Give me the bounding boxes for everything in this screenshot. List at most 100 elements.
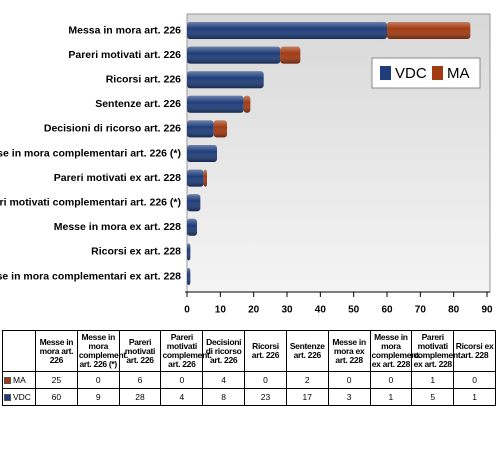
row-header: MA — [2, 371, 36, 389]
category-label: Decisioni di ricorso art. 226 — [44, 123, 181, 135]
corner-cell — [2, 330, 36, 372]
table-cell: 1 — [453, 388, 496, 406]
table-cell: 4 — [202, 371, 246, 389]
table-cell: 2 — [285, 371, 329, 389]
bar-shade — [187, 169, 204, 187]
x-tick-label: 80 — [448, 305, 460, 316]
row-name: MA — [13, 374, 26, 385]
column-header: Messe in mora art. 226 — [35, 330, 78, 372]
bar-shade — [280, 46, 301, 64]
category-label: Messe in mora complementari ex art. 228 — [0, 270, 181, 282]
category-label: Sentenze art. 226 — [95, 98, 181, 110]
column-header: Messe in mora complement. ex art. 228 — [369, 330, 421, 372]
bar-shade — [187, 120, 214, 138]
legend-box — [371, 57, 481, 89]
bar-shade — [187, 218, 197, 236]
table-cell: 9 — [76, 388, 120, 406]
table-cell: 0 — [160, 371, 204, 389]
column-header: Messe in mora complement. art. 226 (*) — [76, 330, 128, 372]
data-table: Messe in mora art. 226 Messe in mora comp… — [2, 330, 496, 406]
bar-segment — [187, 120, 214, 138]
bar-segment — [187, 46, 281, 64]
table-cell: 3 — [327, 388, 371, 406]
column-header: Sentenze art. 226 — [285, 330, 329, 372]
chart: 0 10 20 30 40 50 60 70 80 90 Messa in mora art. 22… — [0, 13, 493, 316]
table-cell: 28 — [118, 388, 162, 406]
bar-shade — [187, 95, 244, 113]
row-name: VDC — [13, 391, 31, 402]
x-tick-label: 70 — [415, 305, 427, 316]
category-label: Pareri motivati art. 226 — [68, 49, 181, 61]
category-label: Messe in mora complementari art. 226 (*) — [0, 147, 181, 159]
table-cell: 0 — [369, 371, 413, 389]
table-cell: 0 — [244, 371, 287, 389]
bar-segment — [187, 268, 191, 285]
column-header: Pareri motivati complement. art. 226 — [160, 330, 212, 372]
bar-segment — [387, 22, 471, 39]
bar-shade — [187, 243, 191, 261]
legend-swatch — [380, 66, 391, 80]
bar-segment — [203, 169, 207, 187]
table-cell: 0 — [76, 371, 120, 389]
header-row: Messe in mora art. 226 Messe in mora comp… — [2, 330, 496, 372]
x-tick-label: 60 — [381, 305, 393, 316]
bar-segment — [213, 120, 227, 138]
bar-shade — [213, 120, 227, 138]
column-header: Ricorsi ex art. 228 — [453, 330, 496, 372]
column-header: Pareri motivati complement. ex art. 228 — [411, 330, 463, 372]
table-cell: 60 — [35, 388, 78, 406]
legend-label: MA — [447, 65, 470, 82]
x-tick-label: 20 — [248, 305, 260, 316]
x-tick-label: 10 — [215, 305, 227, 316]
row-swatch — [4, 393, 11, 401]
category-label: Ricorsi art. 226 — [106, 73, 181, 85]
x-tick-label: 40 — [315, 305, 327, 316]
table-cell: 6 — [118, 371, 162, 389]
category-label: Messa in mora art. 226 — [68, 24, 181, 36]
bar-segment — [187, 169, 204, 187]
bar-segment — [187, 243, 191, 261]
x-tick-label: 0 — [184, 305, 190, 316]
category-label: Pareri motivati ex art. 228 — [54, 172, 181, 184]
x-tick-label: 30 — [281, 305, 293, 316]
bar-segment — [280, 46, 301, 64]
bar-segment — [187, 218, 197, 236]
bar-shade — [187, 194, 201, 212]
bar-shade — [187, 268, 191, 285]
bar-shade — [187, 46, 281, 64]
table-cell: 8 — [202, 388, 246, 406]
table-cell: 23 — [244, 388, 287, 406]
bar-segment — [187, 22, 387, 39]
table-row: MA 25 0 6 0 4 0 2 0 0 1 0 — [2, 371, 496, 389]
bar-shade — [187, 22, 387, 39]
column-header: Ricorsi art. 226 — [244, 330, 287, 372]
bar-segment — [187, 71, 264, 89]
bar-segment — [187, 95, 244, 113]
row-header: VDC — [2, 388, 36, 406]
table-cell: 25 — [35, 371, 78, 389]
table-cell: 1 — [411, 371, 455, 389]
table-cell: 17 — [285, 388, 329, 406]
category-label: Messe in mora ex art. 228 — [54, 221, 181, 233]
table-cell: 1 — [369, 388, 413, 406]
legend: VDC MA — [371, 57, 481, 89]
table-row: VDC 60 9 28 4 8 23 17 3 1 5 1 — [2, 388, 496, 406]
table-cell: 0 — [453, 371, 496, 389]
x-tick-label: 90 — [481, 305, 493, 316]
column-header: Messe in mora ex art. 228 — [327, 330, 371, 372]
bar-shade — [243, 95, 251, 113]
bar-shade — [387, 22, 471, 39]
table-cell: 0 — [327, 371, 371, 389]
column-header: Pareri motivati art. 226 — [118, 330, 162, 372]
x-tick-label: 50 — [348, 305, 360, 316]
bar-segment — [187, 145, 217, 162]
bar-shade — [187, 145, 217, 162]
table-cell: 5 — [411, 388, 455, 406]
category-label: Pareri motivati complementari art. 226 (… — [0, 196, 181, 208]
column-header: Decisioni di ricorso art. 226 — [202, 330, 246, 372]
legend-label: VDC — [395, 65, 427, 82]
legend-swatch — [432, 66, 443, 80]
bar-segment — [243, 95, 251, 113]
row-swatch — [4, 376, 11, 384]
